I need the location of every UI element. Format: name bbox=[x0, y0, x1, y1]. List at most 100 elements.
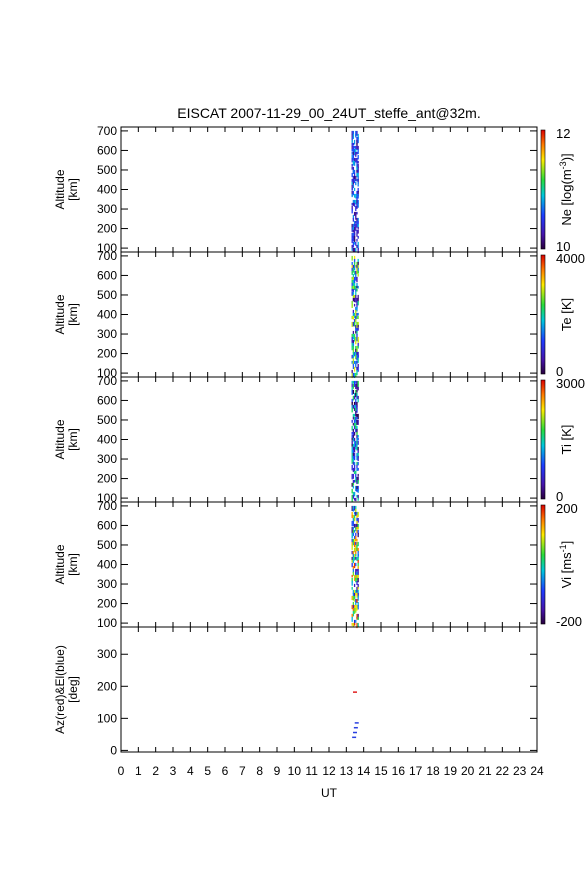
cell bbox=[356, 413, 358, 419]
cell bbox=[352, 309, 355, 314]
cell bbox=[357, 187, 359, 193]
cell bbox=[353, 238, 356, 244]
x-axis: 0 1 2 3 4 5 6 7 8 9 10 11 12 13 14 15 16 17 18 19 20 21 22 23 24 bbox=[118, 764, 544, 778]
cell bbox=[355, 476, 357, 481]
cell bbox=[355, 473, 357, 478]
cell bbox=[352, 592, 355, 597]
cell bbox=[357, 145, 359, 150]
cell bbox=[352, 458, 355, 463]
panel-ne: 100 200 300 400 500 600 700 Altitude [km] 12 10 Ne … bbox=[53, 124, 574, 255]
cell bbox=[353, 431, 356, 436]
cell bbox=[357, 446, 359, 451]
cell bbox=[355, 541, 357, 547]
cell bbox=[355, 389, 357, 395]
cell bbox=[352, 199, 355, 205]
cell bbox=[352, 595, 355, 601]
cell bbox=[351, 574, 353, 578]
x-tick-label: 4 bbox=[187, 764, 194, 778]
cell bbox=[351, 613, 353, 619]
cell bbox=[352, 235, 355, 241]
cell bbox=[352, 520, 355, 527]
cell bbox=[357, 270, 359, 274]
y-tick-label: 300 bbox=[97, 202, 117, 216]
cell bbox=[355, 574, 357, 580]
cell bbox=[353, 211, 356, 216]
cell bbox=[353, 604, 356, 608]
cell bbox=[353, 589, 356, 596]
cell bbox=[355, 598, 357, 603]
y-axis-label: [km] bbox=[66, 553, 80, 576]
cell bbox=[352, 348, 355, 353]
cell bbox=[357, 547, 359, 553]
cell bbox=[352, 202, 355, 206]
cell bbox=[353, 220, 356, 225]
cell bbox=[356, 178, 358, 182]
cell bbox=[356, 616, 358, 620]
cell bbox=[356, 193, 358, 198]
cell bbox=[353, 497, 356, 501]
cell bbox=[356, 151, 358, 155]
cell bbox=[353, 172, 356, 178]
y-tick-label: 300 bbox=[97, 577, 117, 591]
cell bbox=[355, 175, 357, 182]
cell bbox=[352, 273, 355, 278]
cell bbox=[356, 345, 358, 351]
cell bbox=[352, 276, 355, 282]
x-tick-label: 21 bbox=[478, 764, 492, 778]
colorbar-min-label: 10 bbox=[556, 239, 570, 254]
cell bbox=[352, 181, 355, 185]
cell bbox=[351, 157, 353, 163]
cell bbox=[351, 303, 353, 308]
cell bbox=[351, 130, 353, 136]
cell bbox=[351, 511, 353, 516]
cell bbox=[353, 452, 356, 457]
cell bbox=[351, 205, 353, 211]
cell bbox=[352, 607, 355, 612]
cell bbox=[355, 264, 357, 268]
cell bbox=[356, 297, 358, 302]
cell bbox=[356, 232, 358, 237]
cell bbox=[355, 148, 357, 153]
cell bbox=[357, 336, 359, 342]
cell bbox=[353, 235, 356, 242]
cell bbox=[355, 380, 357, 384]
cell bbox=[353, 318, 356, 325]
cell bbox=[351, 315, 353, 320]
panel-frame bbox=[120, 126, 538, 253]
x-tick-label: 9 bbox=[274, 764, 281, 778]
cell bbox=[352, 151, 355, 156]
cell bbox=[355, 145, 357, 150]
cell bbox=[357, 193, 359, 199]
cell bbox=[352, 372, 355, 378]
colorbar-min-label: 0 bbox=[556, 489, 563, 504]
cell bbox=[351, 580, 353, 586]
y-axis-label: [km] bbox=[66, 178, 80, 201]
y-axis-label: Az(red)&El(blue) bbox=[53, 645, 67, 734]
cell bbox=[357, 223, 359, 228]
cell bbox=[351, 559, 353, 563]
cell bbox=[353, 556, 356, 561]
panel-azel: 0 100 200 300 Az(red)&El(blue) [deg] bbox=[53, 626, 538, 757]
cell bbox=[353, 607, 356, 613]
cell bbox=[357, 300, 359, 306]
cell bbox=[355, 285, 357, 291]
cell bbox=[356, 529, 358, 534]
cell bbox=[351, 520, 353, 527]
cell bbox=[357, 440, 359, 445]
cell bbox=[356, 488, 358, 492]
point-el bbox=[353, 731, 357, 734]
y-tick-label: 600 bbox=[97, 518, 117, 532]
cell bbox=[352, 449, 355, 454]
cell bbox=[352, 241, 355, 248]
cell bbox=[357, 247, 359, 254]
cell bbox=[357, 613, 359, 620]
cell bbox=[357, 589, 359, 595]
cell bbox=[353, 574, 356, 580]
cell bbox=[352, 434, 355, 440]
panel-frame bbox=[120, 501, 538, 628]
cell bbox=[352, 404, 355, 409]
cell bbox=[356, 369, 358, 376]
cell bbox=[353, 592, 356, 598]
cell bbox=[357, 494, 359, 500]
